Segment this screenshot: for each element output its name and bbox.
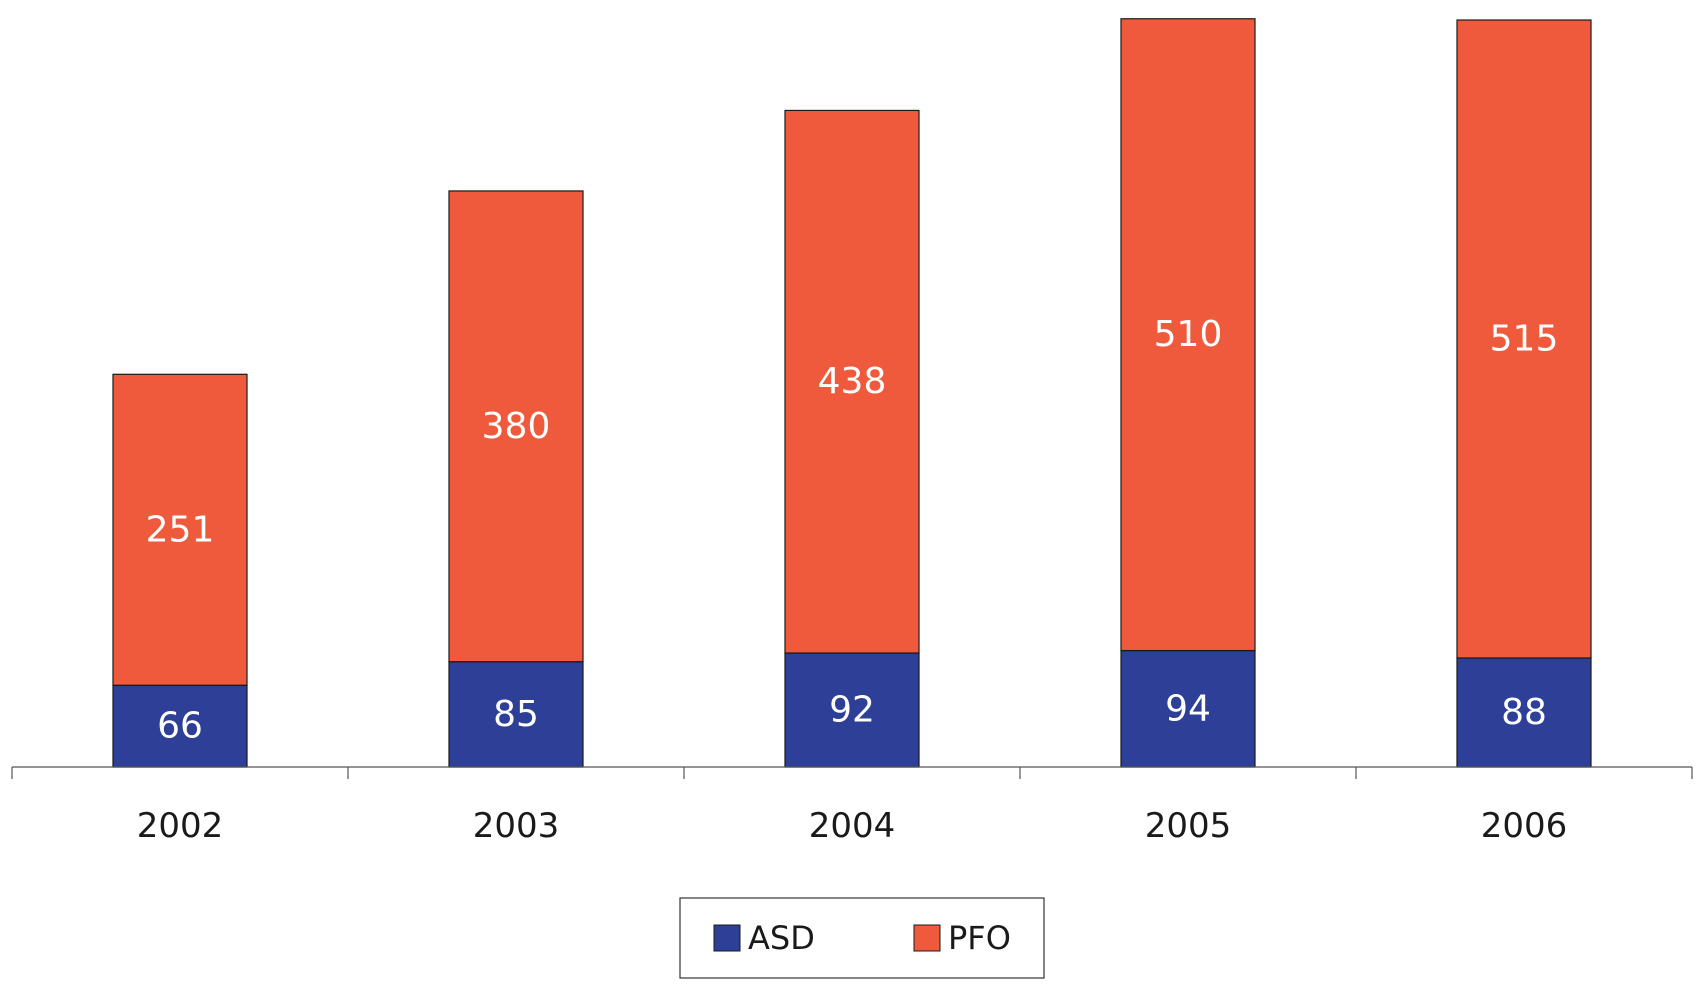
legend-swatch-asd bbox=[713, 924, 741, 952]
x-tick-label-2003: 2003 bbox=[473, 806, 560, 846]
bar-asd-2004 bbox=[784, 652, 920, 768]
data-labels-layer: 66 251 85 380 92 438 94 510 88 515 bbox=[146, 314, 1559, 746]
data-label-pfo-2006: 515 bbox=[1490, 318, 1559, 359]
x-tick-label-2006: 2006 bbox=[1481, 806, 1568, 846]
data-label-asd-2006: 88 bbox=[1501, 692, 1547, 733]
bar-pfo-2005 bbox=[1120, 18, 1256, 652]
legend-swatch-pfo bbox=[913, 924, 941, 952]
legend-label-asd: ASD bbox=[748, 919, 815, 957]
data-label-pfo-2003: 380 bbox=[482, 406, 551, 447]
bar-pfo-2004 bbox=[784, 109, 920, 654]
x-tick-label-2005: 2005 bbox=[1145, 806, 1232, 846]
data-label-pfo-2002: 251 bbox=[146, 509, 215, 550]
bars-layer bbox=[112, 18, 1592, 768]
bar-pfo-2006 bbox=[1456, 19, 1592, 659]
data-label-asd-2004: 92 bbox=[829, 690, 875, 731]
data-label-pfo-2004: 438 bbox=[818, 361, 887, 402]
x-tick-label-2002: 2002 bbox=[137, 806, 224, 846]
data-label-asd-2002: 66 bbox=[157, 706, 203, 747]
data-label-asd-2003: 85 bbox=[493, 694, 539, 735]
x-axis: 2002 2003 2004 2005 2006 bbox=[11, 766, 1693, 846]
bar-pfo-2002 bbox=[112, 373, 248, 686]
bar-pfo-2003 bbox=[448, 190, 584, 663]
bar-asd-2002 bbox=[112, 684, 248, 768]
data-label-pfo-2005: 510 bbox=[1154, 314, 1223, 355]
legend-frame bbox=[679, 897, 1045, 979]
legend-label-pfo: PFO bbox=[948, 919, 1011, 957]
x-tick-label-2004: 2004 bbox=[809, 806, 896, 846]
data-label-asd-2005: 94 bbox=[1165, 688, 1211, 729]
legend: ASD PFO bbox=[679, 897, 1045, 979]
